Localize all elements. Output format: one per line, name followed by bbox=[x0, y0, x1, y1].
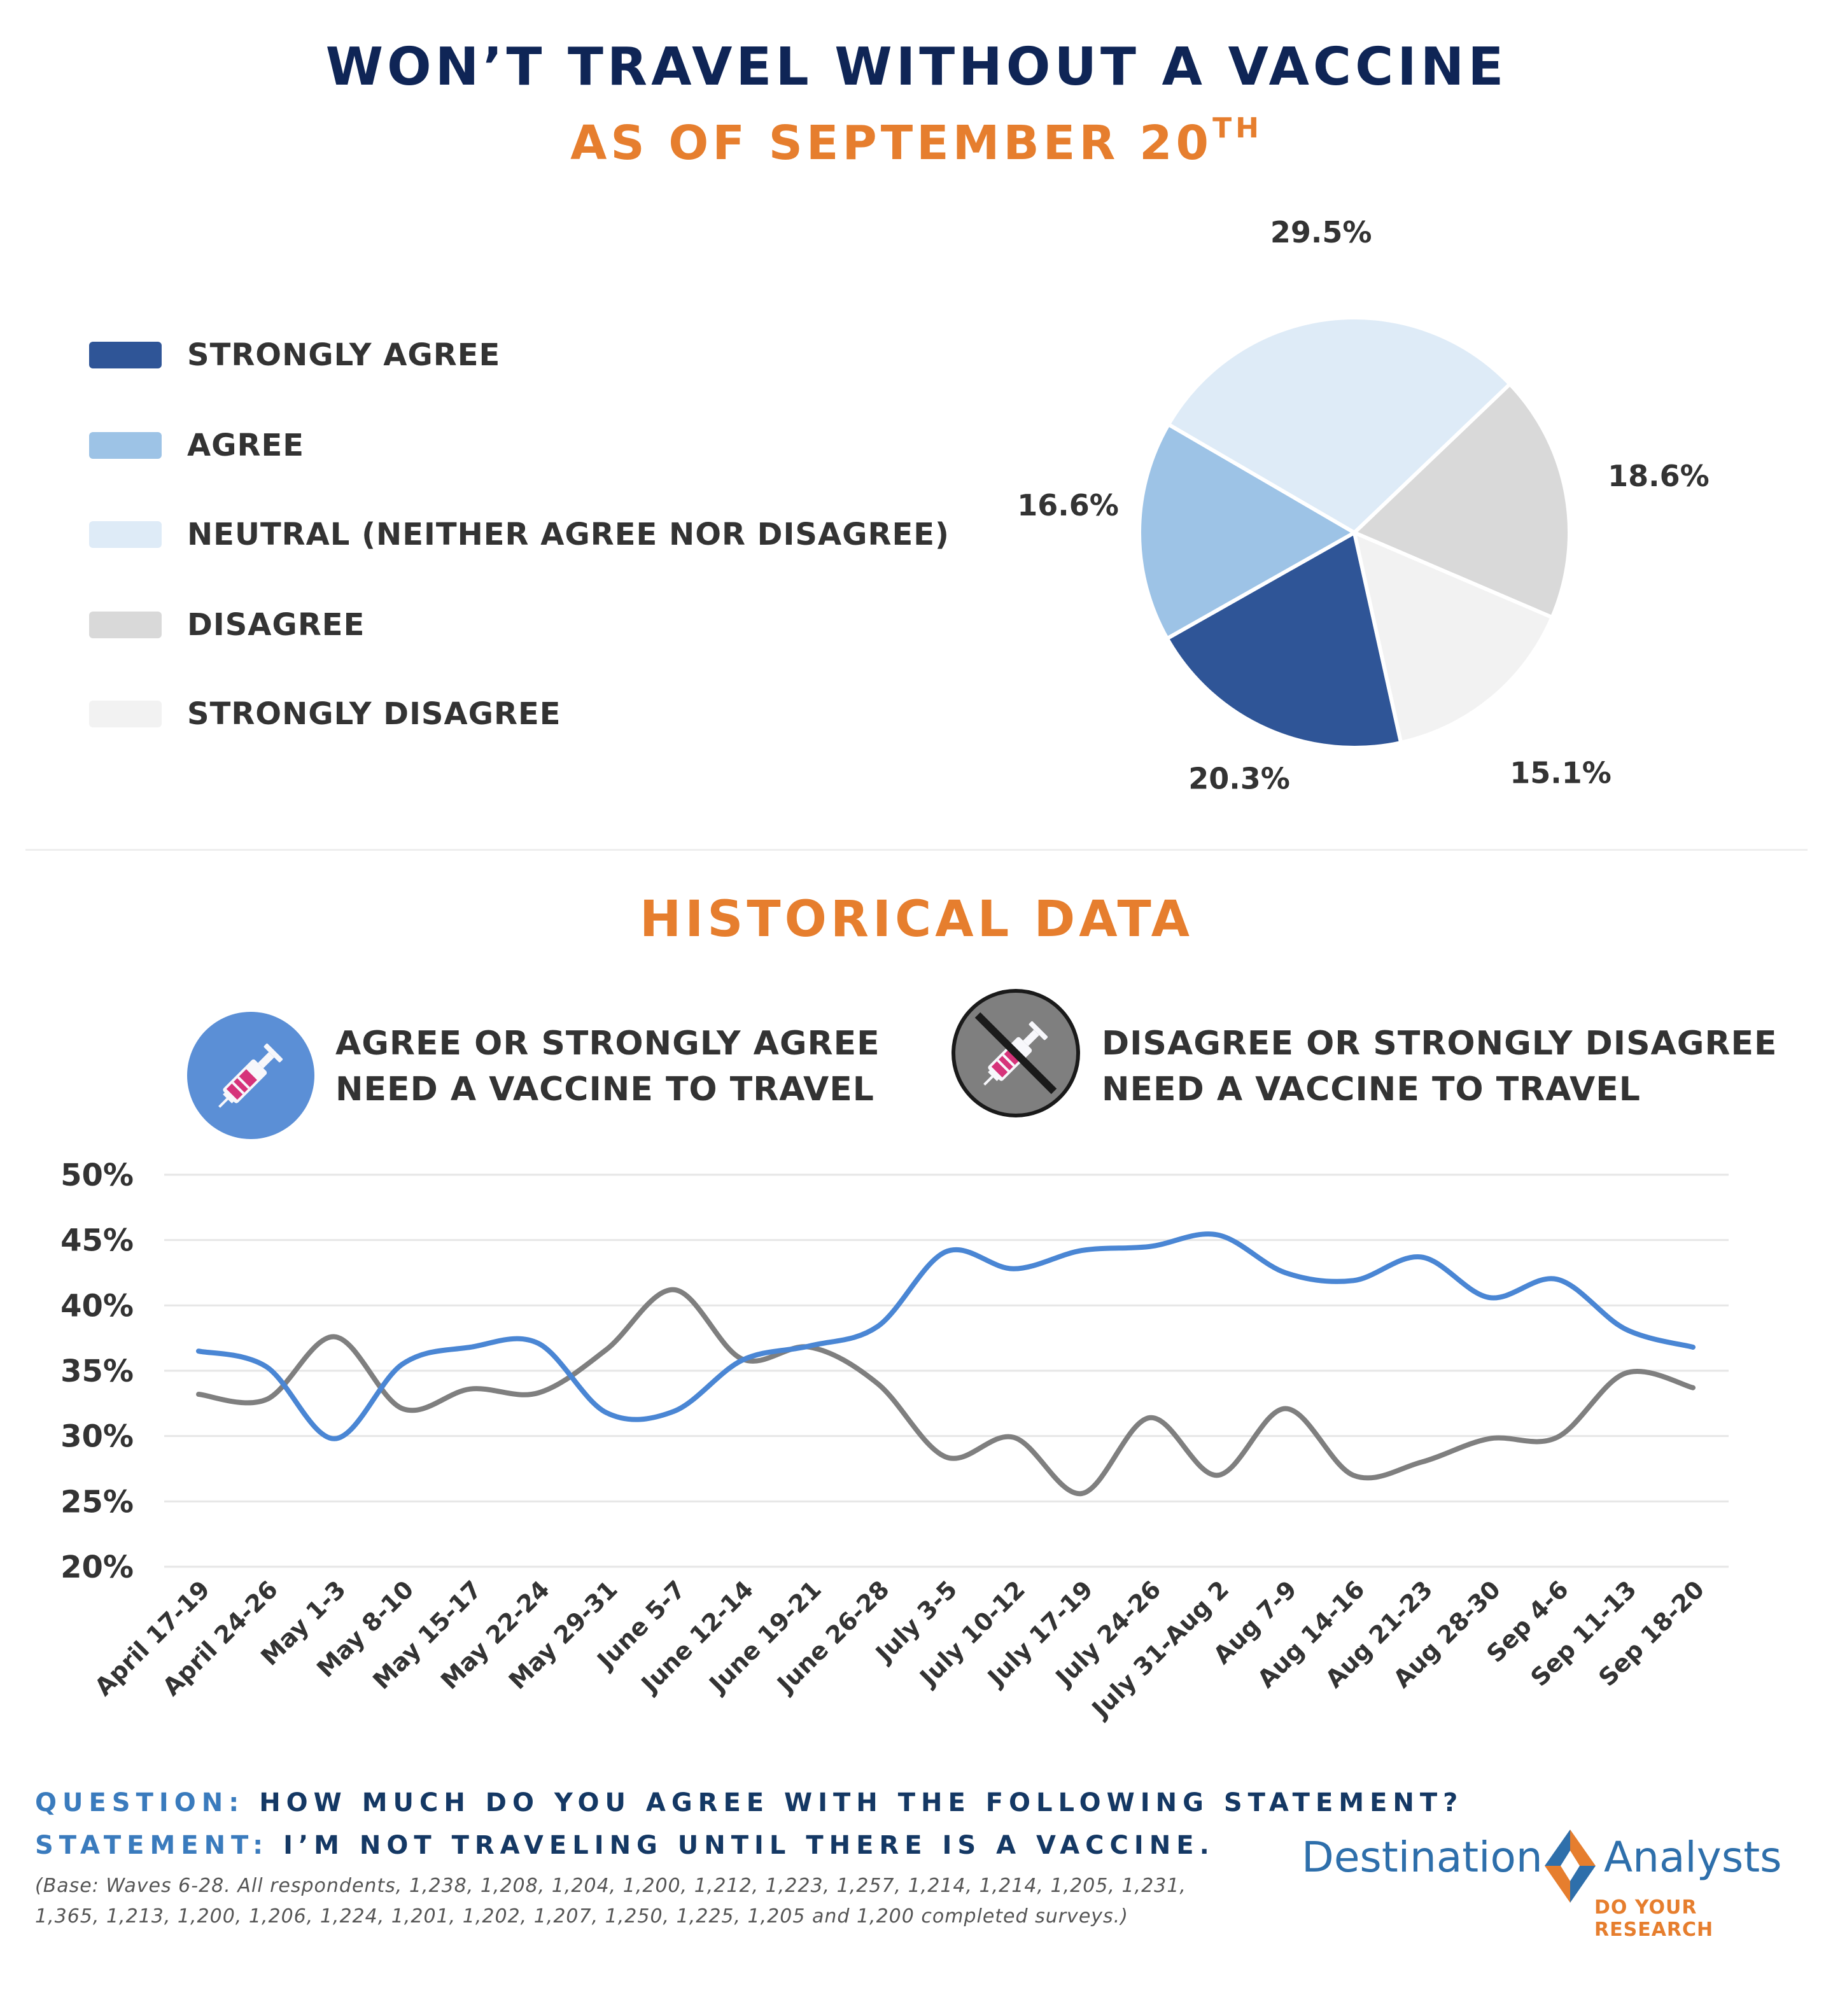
x-tick-label: Aug 14-16 bbox=[1252, 1575, 1370, 1693]
x-tick-label: April 17-19 bbox=[89, 1575, 215, 1701]
pie-slice-neutral bbox=[1165, 315, 1513, 535]
syringe-icon bbox=[218, 1043, 283, 1108]
y-tick-label: 45% bbox=[60, 1223, 134, 1259]
sub-title-text: AS OF SEPTEMBER 20 bbox=[570, 116, 1213, 171]
legend-item-strongly-disagree: STRONGLY DISAGREE bbox=[89, 695, 561, 733]
x-tick-label: June 12-14 bbox=[635, 1575, 759, 1699]
sub-title-suffix: TH bbox=[1212, 112, 1263, 144]
x-tick-label: July 31-Aug 2 bbox=[1085, 1575, 1234, 1724]
legend-item-agree: AGREE bbox=[89, 426, 304, 465]
x-tick-label: Sep 18-20 bbox=[1593, 1575, 1710, 1691]
y-tick-label: 25% bbox=[60, 1484, 134, 1520]
base-note: (Base: Waves 6-28. All respondents, 1,23… bbox=[35, 1875, 1186, 1928]
legend-swatch bbox=[89, 701, 162, 727]
disagree-badge bbox=[952, 989, 1080, 1117]
series-line-disagree bbox=[196, 1287, 1696, 1497]
question-line: QUESTION: HOW MUCH DO YOU AGREE WITH THE… bbox=[35, 1788, 1463, 1817]
x-tick-label: Sep 11-13 bbox=[1525, 1575, 1641, 1691]
y-tick-label: 35% bbox=[60, 1354, 134, 1389]
agree-label-line2: NEED A VACCINE TO TRAVEL bbox=[335, 1070, 874, 1109]
x-tick-label: July 24-26 bbox=[1049, 1575, 1166, 1692]
legend-swatch bbox=[89, 612, 162, 638]
pie-data-label: 29.5% bbox=[1270, 215, 1372, 249]
x-tick-label: May 22-24 bbox=[435, 1575, 555, 1695]
statement-key: STATEMENT: bbox=[35, 1831, 269, 1860]
pie-slice-strongly-disagree bbox=[1351, 529, 1555, 745]
x-tick-label: May 15-17 bbox=[367, 1575, 487, 1695]
pie-data-label: 18.6% bbox=[1608, 459, 1710, 493]
legend-label: NEUTRAL (NEITHER AGREE NOR DISAGREE) bbox=[187, 517, 950, 552]
main-title: WON’T TRAVEL WITHOUT A VACCINE bbox=[325, 37, 1508, 97]
x-tick-label: April 24-26 bbox=[157, 1575, 283, 1701]
x-tick-label: May 29-31 bbox=[503, 1575, 623, 1695]
logo-word-analysts: Analysts bbox=[1604, 1833, 1782, 1882]
section-divider bbox=[25, 849, 1808, 851]
x-tick-label: June 19-21 bbox=[703, 1575, 827, 1699]
legend-label: DISAGREE bbox=[187, 607, 365, 643]
legend-label: STRONGLY DISAGREE bbox=[187, 696, 561, 732]
disagree-label: DISAGREE OR STRONGLY DISAGREE NEED A VAC… bbox=[1102, 1021, 1778, 1112]
x-tick-label: Aug 21-23 bbox=[1320, 1575, 1438, 1693]
x-tick-label: May 8-10 bbox=[311, 1575, 419, 1683]
legend-label: AGREE bbox=[187, 428, 305, 463]
x-tick-label: July 17-19 bbox=[981, 1575, 1098, 1692]
no-syringe-icon bbox=[974, 1012, 1057, 1095]
x-tick-label: Aug 7-9 bbox=[1208, 1575, 1302, 1669]
x-tick-label: June 5-7 bbox=[591, 1575, 691, 1676]
y-tick-label: 50% bbox=[60, 1158, 134, 1193]
legend-swatch bbox=[89, 521, 162, 548]
y-tick-label: 40% bbox=[60, 1288, 134, 1324]
x-tick-label: May 1-3 bbox=[255, 1575, 351, 1671]
x-tick-label: Aug 28-30 bbox=[1388, 1575, 1506, 1693]
disagree-label-line1: DISAGREE OR STRONGLY DISAGREE bbox=[1102, 1025, 1778, 1063]
y-tick-label: 30% bbox=[60, 1419, 134, 1455]
logo-tagline: DO YOUR RESEARCH bbox=[1594, 1896, 1714, 1941]
x-tick-label: July 3-5 bbox=[869, 1575, 962, 1669]
x-tick-label: Sep 4-6 bbox=[1481, 1575, 1574, 1668]
question-text: HOW MUCH DO YOU AGREE WITH THE FOLLOWING… bbox=[259, 1788, 1464, 1817]
x-tick-label: June 26-28 bbox=[771, 1575, 895, 1699]
agree-label: AGREE OR STRONGLY AGREE NEED A VACCINE T… bbox=[335, 1021, 880, 1112]
legend-item-neutral: NEUTRAL (NEITHER AGREE NOR DISAGREE) bbox=[89, 515, 950, 554]
legend-item-strongly-agree: STRONGLY AGREE bbox=[89, 336, 500, 374]
diamond-logo-icon bbox=[1545, 1830, 1596, 1903]
destination-analysts-logo: Destination Analysts DO YOUR RESEARCH bbox=[1298, 1830, 1808, 1973]
pie-chart: 20.3% 16.6% 29.5% 18.6% 15.1% bbox=[1017, 215, 1710, 796]
disagree-label-line2: NEED A VACCINE TO TRAVEL bbox=[1102, 1070, 1641, 1109]
pie-slice-agree bbox=[1137, 421, 1359, 641]
historical-title: HISTORICAL DATA bbox=[639, 891, 1194, 948]
series-line-agree bbox=[196, 1231, 1696, 1441]
logo-word-destination: Destination bbox=[1302, 1833, 1543, 1882]
legend-swatch bbox=[89, 342, 162, 368]
pie-data-label: 20.3% bbox=[1188, 762, 1290, 796]
pie-slice-strongly-agree bbox=[1164, 529, 1403, 750]
legend-swatch bbox=[89, 432, 162, 459]
agree-badge bbox=[187, 1012, 314, 1139]
sub-title: AS OF SEPTEMBER 20TH bbox=[0, 112, 1833, 171]
pie-data-label: 16.6% bbox=[1017, 488, 1119, 522]
pie-slice-disagree bbox=[1351, 381, 1572, 620]
statement-line: STATEMENT: I’M NOT TRAVELING UNTIL THERE… bbox=[35, 1831, 1215, 1860]
pie-data-label: 15.1% bbox=[1510, 756, 1612, 790]
question-key: QUESTION: bbox=[35, 1788, 245, 1817]
legend-item-disagree: DISAGREE bbox=[89, 606, 365, 644]
legend-label: STRONGLY AGREE bbox=[187, 337, 501, 373]
y-tick-label: 20% bbox=[60, 1550, 134, 1585]
statement-text: I’M NOT TRAVELING UNTIL THERE IS A VACCI… bbox=[283, 1831, 1215, 1860]
x-tick-label: July 10-12 bbox=[913, 1575, 1030, 1692]
agree-label-line1: AGREE OR STRONGLY AGREE bbox=[335, 1025, 880, 1063]
